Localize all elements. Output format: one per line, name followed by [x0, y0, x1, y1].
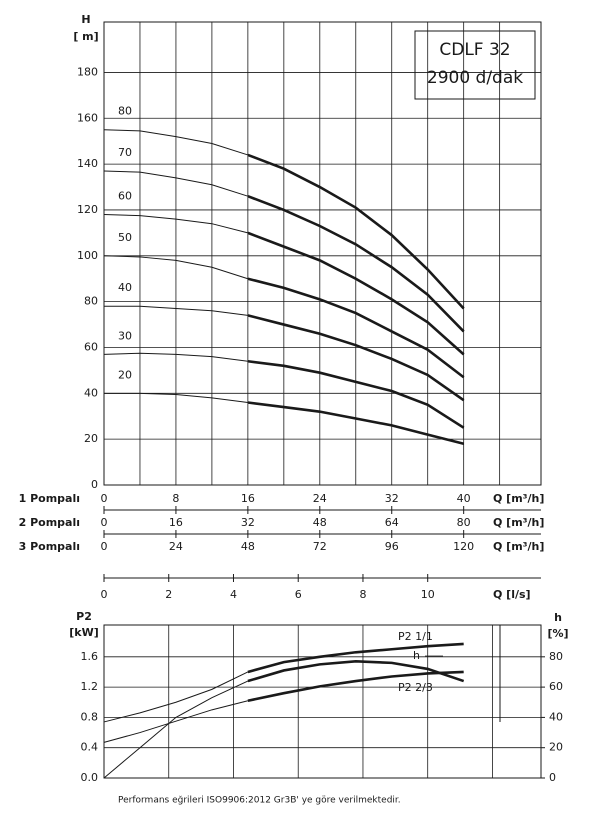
- y2-tick-label: 80: [549, 650, 563, 663]
- x-tick-label: 10: [421, 588, 435, 601]
- curve: [247, 401, 464, 446]
- y-tick-label: 140: [77, 157, 98, 170]
- y-tick-label: 1.6: [81, 650, 99, 663]
- y-tick-label: 0.0: [81, 771, 99, 784]
- series-label: 50: [118, 231, 132, 244]
- axis-unit: Q [m³/h]: [493, 492, 544, 505]
- x-tick-label: 2: [165, 588, 172, 601]
- curve: [103, 255, 249, 280]
- curve: [103, 214, 248, 234]
- x-tick-label: 24: [169, 540, 183, 553]
- curve: [104, 305, 248, 316]
- curve: [103, 129, 249, 156]
- curve: [247, 314, 465, 402]
- curve: [247, 660, 465, 683]
- y2-tick-label: 60: [549, 680, 563, 693]
- axis-row-label: 2 Pompalı: [19, 516, 80, 529]
- y2-tick-label: 20: [549, 741, 563, 754]
- y-axis-unit: [ m]: [73, 30, 98, 43]
- y-tick-label: 40: [84, 386, 98, 399]
- curve: [247, 194, 465, 333]
- y2-tick-label: 0: [549, 771, 556, 784]
- y-tick-label: 80: [84, 295, 98, 308]
- x-tick-label: 4: [230, 588, 237, 601]
- x-tick-label: 16: [169, 516, 183, 529]
- chart-subtitle: 2900 d/dak: [427, 68, 523, 88]
- y-tick-label: 180: [77, 65, 98, 78]
- series-label: 20: [118, 368, 132, 381]
- axis-unit: Q [l/s]: [493, 588, 531, 601]
- x-tick-label: 80: [457, 516, 471, 529]
- series-label: 80: [118, 105, 132, 118]
- y-tick-label: 0: [91, 478, 98, 491]
- y-tick-label: 160: [77, 111, 98, 124]
- x-tick-label: 40: [457, 492, 471, 505]
- y2-axis-label: h: [554, 611, 562, 624]
- curve: [247, 231, 465, 356]
- x-tick-label: 8: [359, 588, 366, 601]
- series-label: P2 2/3: [398, 681, 433, 694]
- x-tick-label: 6: [295, 588, 302, 601]
- y-tick-label: 100: [77, 249, 98, 262]
- curve: [103, 700, 248, 743]
- series-label: h: [413, 649, 420, 662]
- series-label: 30: [118, 329, 132, 342]
- x-tick-label: 72: [313, 540, 327, 553]
- title-box: [414, 30, 536, 100]
- x-tick-label: 8: [172, 492, 179, 505]
- series-label: 60: [118, 190, 132, 203]
- y-tick-label: 20: [84, 432, 98, 445]
- curve: [103, 352, 248, 362]
- y-tick-label: 1.2: [81, 680, 99, 693]
- x-tick-label: 0: [101, 516, 108, 529]
- y-tick-label: 0.8: [81, 710, 99, 723]
- x-tick-label: 32: [241, 516, 255, 529]
- y2-tick-label: 40: [549, 710, 563, 723]
- series-label: P2 1/1: [398, 630, 433, 643]
- x-tick-label: 120: [453, 540, 474, 553]
- plot-frame: [103, 624, 542, 779]
- y-tick-label: 0.4: [81, 741, 99, 754]
- y-axis-label: H: [81, 13, 90, 26]
- chart-title: CDLF 32: [439, 40, 510, 60]
- y-axis-unit: [kW]: [69, 626, 99, 639]
- footer-note: Performans eğrileri ISO9906:2012 Gr3B' y…: [118, 796, 401, 806]
- axis-row-label: 1 Pompalı: [19, 492, 80, 505]
- y2-axis-unit: [%]: [547, 627, 568, 640]
- curve: [247, 359, 465, 429]
- axis-unit: Q [m³/h]: [493, 540, 544, 553]
- x-tick-label: 48: [241, 540, 255, 553]
- curve: [104, 392, 248, 403]
- x-tick-label: 48: [313, 516, 327, 529]
- curve: [103, 680, 249, 779]
- x-tick-label: 96: [385, 540, 399, 553]
- x-tick-label: 32: [385, 492, 399, 505]
- axis-row-label: 3 Pompalı: [19, 540, 80, 553]
- curve: [103, 671, 249, 723]
- y-tick-label: 60: [84, 340, 98, 353]
- y-axis-label: P2: [76, 610, 92, 623]
- x-tick-label: 0: [101, 540, 108, 553]
- curve: [247, 642, 464, 674]
- curve: [247, 153, 465, 310]
- x-tick-label: 0: [101, 588, 108, 601]
- axis-unit: Q [m³/h]: [493, 516, 544, 529]
- x-tick-label: 24: [313, 492, 327, 505]
- x-tick-label: 64: [385, 516, 399, 529]
- x-tick-label: 16: [241, 492, 255, 505]
- series-label: 40: [118, 281, 132, 294]
- y-tick-label: 120: [77, 203, 98, 216]
- curve: [103, 170, 249, 197]
- curve: [247, 670, 464, 703]
- curve: [247, 277, 465, 379]
- series-label: 70: [118, 146, 132, 159]
- x-tick-label: 0: [101, 492, 108, 505]
